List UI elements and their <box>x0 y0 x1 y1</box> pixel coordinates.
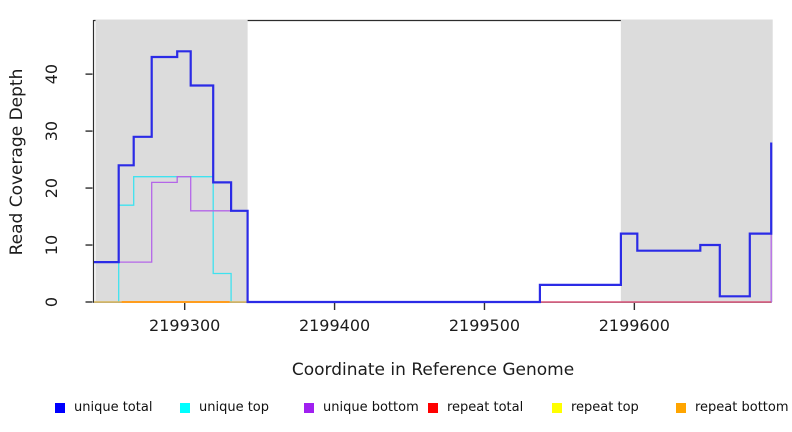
legend-label: repeat top <box>571 400 639 415</box>
legend-label: repeat total <box>447 400 524 415</box>
legend-item-repeat-bottom: repeat bottom <box>676 399 789 417</box>
legend-swatch-icon <box>428 403 438 413</box>
legend-label: unique bottom <box>323 400 419 415</box>
series-line-unique-total <box>94 50 773 304</box>
legend-swatch-icon <box>55 403 65 413</box>
legend-swatch-icon <box>552 403 562 413</box>
legend-label: repeat bottom <box>695 400 789 415</box>
x-tick-label: 2199600 <box>599 316 670 335</box>
legend-item-repeat-total: repeat total <box>428 399 523 417</box>
y-tick-label: 10 <box>42 235 61 255</box>
legend-swatch-icon <box>180 403 190 413</box>
y-tick-label: 40 <box>42 64 61 84</box>
legend-item-unique-bottom: unique bottom <box>304 399 419 417</box>
y-tick-label: 30 <box>42 121 61 141</box>
shaded-region-1 <box>95 19 248 302</box>
legend-item-unique-top: unique top <box>180 399 269 417</box>
y-axis-title: Read Coverage Depth <box>7 68 27 256</box>
legend-swatch-icon <box>304 403 314 413</box>
legend-swatch-icon <box>676 403 686 413</box>
legend-label: unique total <box>74 400 153 415</box>
x-tick-label: 2199500 <box>449 316 520 335</box>
legend-item-repeat-top: repeat top <box>552 399 639 417</box>
y-tick-label: 0 <box>42 297 61 307</box>
legend-item-unique-total: unique total <box>55 399 152 417</box>
y-tick-label: 20 <box>42 178 61 198</box>
legend-label: unique top <box>199 400 270 415</box>
x-tick-label: 2199400 <box>299 316 370 335</box>
shaded-region-2 <box>620 19 773 302</box>
legend: unique total unique top unique bottom repea… <box>0 399 792 419</box>
x-axis-title: Coordinate in Reference Genome <box>291 360 575 380</box>
x-tick-label: 2199300 <box>149 316 220 335</box>
